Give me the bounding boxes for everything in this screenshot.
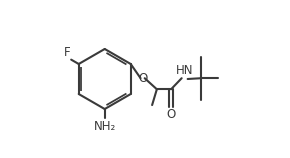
Text: HN: HN (176, 64, 193, 77)
Text: NH₂: NH₂ (94, 120, 116, 133)
Text: O: O (138, 72, 147, 85)
Text: O: O (166, 108, 176, 121)
Text: F: F (64, 46, 70, 59)
